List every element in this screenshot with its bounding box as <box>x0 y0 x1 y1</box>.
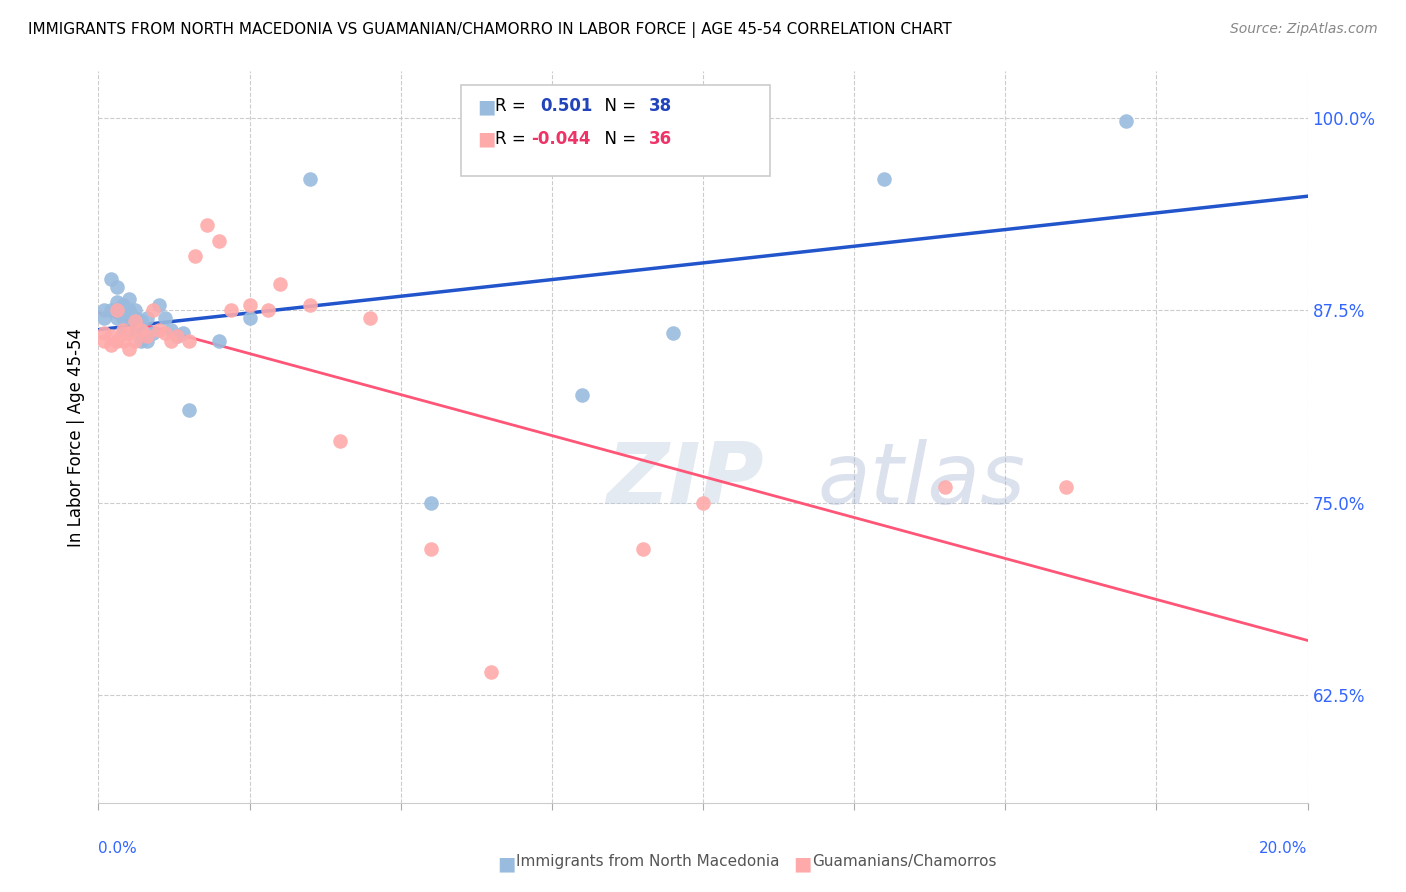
Text: -0.044: -0.044 <box>531 130 591 148</box>
Text: ■: ■ <box>477 97 495 116</box>
Point <box>269 277 291 291</box>
Text: 38: 38 <box>648 97 672 115</box>
Point <box>118 342 141 356</box>
Text: R =: R = <box>495 130 526 148</box>
Point <box>179 334 201 348</box>
Point <box>100 338 122 352</box>
Text: Guamanians/Chamorros: Guamanians/Chamorros <box>811 854 997 869</box>
Point <box>299 298 322 312</box>
Point <box>873 172 896 186</box>
Point <box>148 323 170 337</box>
Point <box>105 280 128 294</box>
Point <box>105 310 128 325</box>
Point <box>142 303 165 318</box>
Point <box>166 329 188 343</box>
Point <box>129 314 152 328</box>
Point <box>153 326 176 340</box>
Point <box>1115 113 1137 128</box>
Point <box>93 310 115 325</box>
Text: Source: ZipAtlas.com: Source: ZipAtlas.com <box>1230 22 1378 37</box>
Point <box>100 272 122 286</box>
Text: 20.0%: 20.0% <box>1260 841 1308 856</box>
Point <box>1054 480 1077 494</box>
Point <box>111 310 134 325</box>
Point <box>481 665 503 679</box>
Text: 0.501: 0.501 <box>540 97 592 115</box>
Point <box>135 329 157 343</box>
Point <box>239 310 262 325</box>
Point <box>934 480 956 494</box>
Point <box>208 234 231 248</box>
Text: ZIP: ZIP <box>606 440 763 523</box>
Point <box>692 495 714 509</box>
Text: ■: ■ <box>477 130 495 149</box>
Point <box>208 334 231 348</box>
Text: R =: R = <box>495 97 536 115</box>
Text: N =: N = <box>595 130 641 148</box>
Point <box>124 310 146 325</box>
Point <box>129 323 152 337</box>
Point <box>124 314 146 328</box>
Point <box>329 434 352 448</box>
Point <box>118 326 141 340</box>
Text: IMMIGRANTS FROM NORTH MACEDONIA VS GUAMANIAN/CHAMORRO IN LABOR FORCE | AGE 45-54: IMMIGRANTS FROM NORTH MACEDONIA VS GUAMA… <box>28 22 952 38</box>
Point <box>111 298 134 312</box>
Point <box>135 310 157 325</box>
Text: N =: N = <box>595 97 641 115</box>
Text: atlas: atlas <box>818 440 1026 523</box>
Point <box>100 329 122 343</box>
Point <box>256 303 278 318</box>
Point <box>160 323 183 337</box>
Point <box>93 326 115 340</box>
Point <box>661 326 683 340</box>
Point <box>221 303 243 318</box>
Y-axis label: In Labor Force | Age 45-54: In Labor Force | Age 45-54 <box>66 327 84 547</box>
Point <box>299 172 322 186</box>
Point <box>179 403 201 417</box>
FancyBboxPatch shape <box>461 85 769 176</box>
Point <box>124 323 146 337</box>
Point <box>111 334 134 348</box>
Text: 36: 36 <box>648 130 672 148</box>
Point <box>420 541 443 556</box>
Point <box>105 303 128 318</box>
Point <box>105 303 128 318</box>
Point <box>184 249 207 263</box>
Point <box>160 334 183 348</box>
Point <box>118 303 141 318</box>
Point <box>111 323 134 337</box>
Text: Immigrants from North Macedonia: Immigrants from North Macedonia <box>516 854 779 869</box>
Point <box>111 326 134 340</box>
Point <box>153 310 176 325</box>
Point <box>129 323 152 337</box>
Point <box>105 295 128 310</box>
Point <box>166 329 188 343</box>
Text: ■: ■ <box>498 854 516 873</box>
Point <box>124 303 146 318</box>
Point <box>93 303 115 318</box>
Point <box>360 310 382 325</box>
Point <box>571 388 593 402</box>
Point <box>100 303 122 318</box>
Point <box>129 334 152 348</box>
Point <box>124 334 146 348</box>
Point <box>135 334 157 348</box>
Text: ■: ■ <box>793 854 813 873</box>
Point <box>172 326 194 340</box>
Point <box>195 219 218 233</box>
Point <box>105 334 128 348</box>
Point <box>93 334 115 348</box>
Point <box>239 298 262 312</box>
Point <box>142 326 165 340</box>
Point <box>118 310 141 325</box>
Point <box>118 292 141 306</box>
Point <box>420 495 443 509</box>
Text: 0.0%: 0.0% <box>98 841 138 856</box>
Point <box>631 541 654 556</box>
Point <box>118 326 141 340</box>
Point <box>148 298 170 312</box>
